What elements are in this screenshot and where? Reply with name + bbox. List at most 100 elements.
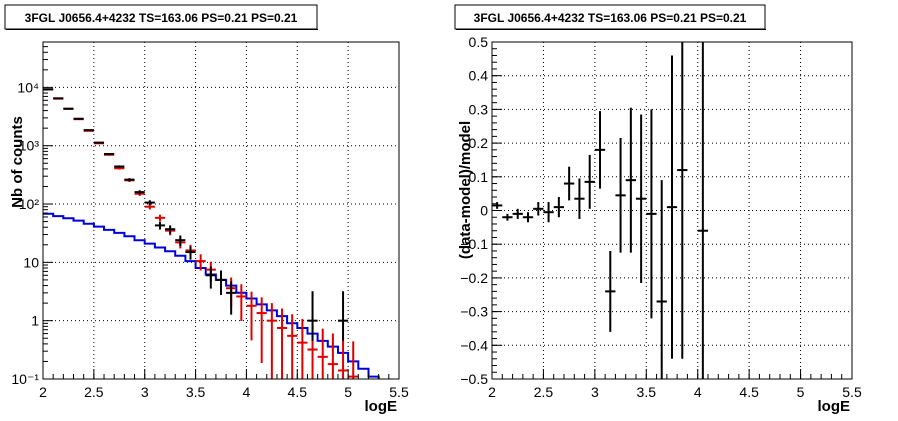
- counts-x-tick-label: 3.5: [186, 384, 206, 400]
- counts-panel: 2 2.5 3 3.5 4 4.5 5 5.5 10⁻¹ 1 10 10² 10³ 10⁴ logE Nb…: [4, 4, 409, 415]
- counts-x-tick-label: 3: [141, 384, 149, 400]
- residuals-y-tick-label: 0: [480, 203, 488, 219]
- counts-x-tick-label: 5: [344, 384, 352, 400]
- data-point: [83, 129, 94, 132]
- residual-point: [697, 42, 708, 379]
- model-point: [337, 337, 349, 379]
- residual-point: [553, 197, 564, 218]
- residuals-tick-labels: 2 2.5 3 3.5 4 4.5 5 5.5 −0.5 −0.4 −0.3 −0.2 −0.1 0 0.1…: [460, 34, 862, 400]
- residuals-y-tick-label: −0.5: [460, 371, 488, 387]
- counts-y-tick-label: 10²: [19, 196, 40, 212]
- residual-point: [522, 212, 534, 223]
- residuals-x-tick-label: 5.5: [842, 384, 862, 400]
- residuals-x-tick-label: 5: [797, 384, 805, 400]
- counts-title-box: 3FGL J0656.4+4232 TS=163.06 PS=0.21 PS=0…: [4, 4, 318, 30]
- model-series: [43, 88, 359, 379]
- residuals-title: 3FGL J0656.4+4232 TS=163.06 PS=0.21 PS=0…: [474, 11, 747, 25]
- data-point: [175, 235, 186, 246]
- residual-point: [656, 180, 667, 379]
- background-model-histogram: [43, 212, 380, 379]
- data-point: [154, 221, 166, 230]
- counts-axes: [42, 41, 400, 380]
- residual-point: [615, 138, 626, 253]
- counts-frame: [42, 41, 400, 380]
- data-point: [144, 200, 155, 206]
- residuals-y-tick-label: 0.5: [469, 34, 489, 50]
- data-point: [53, 97, 64, 100]
- model-point: [256, 297, 267, 363]
- residuals-x-tick-label: 4: [694, 384, 702, 400]
- counts-grid: [43, 42, 399, 379]
- residual-point: [564, 166, 575, 201]
- residuals-title-box: 3FGL J0656.4+4232 TS=163.06 PS=0.21 PS=0…: [454, 4, 766, 30]
- residual-point: [646, 109, 657, 319]
- residuals-x-tick-label: 3: [591, 384, 599, 400]
- residual-point: [605, 250, 616, 332]
- data-point: [185, 246, 196, 260]
- data-point: [165, 225, 176, 234]
- residuals-panel: 2 2.5 3 3.5 4 4.5 5 5.5 −0.5 −0.4 −0.3 −0.2 −0.1 0 0.1…: [454, 4, 862, 415]
- background-model-step-line: [43, 212, 380, 379]
- residual-point: [636, 114, 647, 283]
- counts-x-tick-label: 2: [39, 384, 47, 400]
- data-point: [226, 281, 237, 315]
- data-point: [114, 165, 125, 168]
- model-point: [297, 319, 308, 379]
- model-point: [246, 291, 257, 341]
- counts-title: 3FGL J0656.4+4232 TS=163.06 PS=0.21 PS=0…: [25, 11, 298, 25]
- counts-y-tick-label: 10³: [19, 138, 40, 154]
- counts-y-tick-label: 1: [31, 313, 39, 329]
- counts-y-tick-label: 10⁻¹: [11, 371, 39, 387]
- model-point: [287, 314, 298, 379]
- data-point: [124, 178, 135, 182]
- residual-point: [625, 107, 636, 253]
- counts-x-axis-label: logE: [365, 398, 398, 415]
- data-point: [63, 107, 74, 110]
- residuals-y-axis-label: (data-model)/model: [457, 121, 474, 259]
- model-point: [266, 303, 277, 379]
- data-series: [43, 88, 349, 341]
- residuals-x-tick-label: 4.5: [739, 384, 759, 400]
- data-point: [73, 117, 84, 120]
- counts-x-tick-label: 4.5: [288, 384, 308, 400]
- model-point: [327, 333, 338, 379]
- residuals-axes: [491, 41, 853, 380]
- counts-tick-labels: 2 2.5 3 3.5 4 4.5 5 5.5 10⁻¹ 1 10 10² 10³ 10⁴: [11, 79, 409, 400]
- counts-y-tick-label: 10⁴: [17, 79, 39, 95]
- counts-x-tick-label: 4: [243, 384, 251, 400]
- model-point: [276, 308, 288, 379]
- residuals-x-tick-label: 2: [488, 384, 496, 400]
- residuals-y-tick-label: 0.2: [469, 135, 489, 151]
- data-point: [215, 270, 227, 295]
- residual-point: [533, 202, 544, 216]
- residuals-x-axis-label: logE: [818, 398, 851, 415]
- residual-point: [512, 208, 523, 219]
- data-point: [104, 153, 115, 156]
- residual-point: [502, 213, 513, 221]
- counts-y-axis-label: Nb of counts: [9, 116, 26, 208]
- data-point: [307, 291, 318, 341]
- residuals-y-tick-label: 0.4: [469, 68, 489, 84]
- counts-x-tick-label: 5.5: [389, 384, 409, 400]
- residual-point: [492, 202, 503, 209]
- residuals-x-tick-label: 3.5: [637, 384, 657, 400]
- model-point: [317, 328, 328, 379]
- counts-y-tick-label: 10: [23, 254, 39, 270]
- counts-x-tick-label: 2.5: [84, 384, 104, 400]
- model-point: [236, 284, 247, 321]
- residuals-y-tick-label: −0.3: [460, 304, 488, 320]
- model-point: [195, 254, 206, 271]
- residuals-x-tick-label: 2.5: [534, 384, 554, 400]
- residuals-y-tick-label: −0.1: [460, 236, 488, 252]
- model-point: [348, 341, 359, 379]
- residuals-y-tick-label: −0.2: [460, 270, 488, 286]
- residuals-y-tick-label: 0.1: [469, 169, 489, 185]
- residual-series: [492, 42, 708, 379]
- data-point: [93, 141, 105, 144]
- residuals-y-tick-label: 0.3: [469, 101, 489, 117]
- data-point: [205, 266, 216, 289]
- residual-point: [543, 202, 554, 223]
- residual-point: [677, 42, 688, 359]
- residuals-y-tick-label: −0.4: [460, 337, 488, 353]
